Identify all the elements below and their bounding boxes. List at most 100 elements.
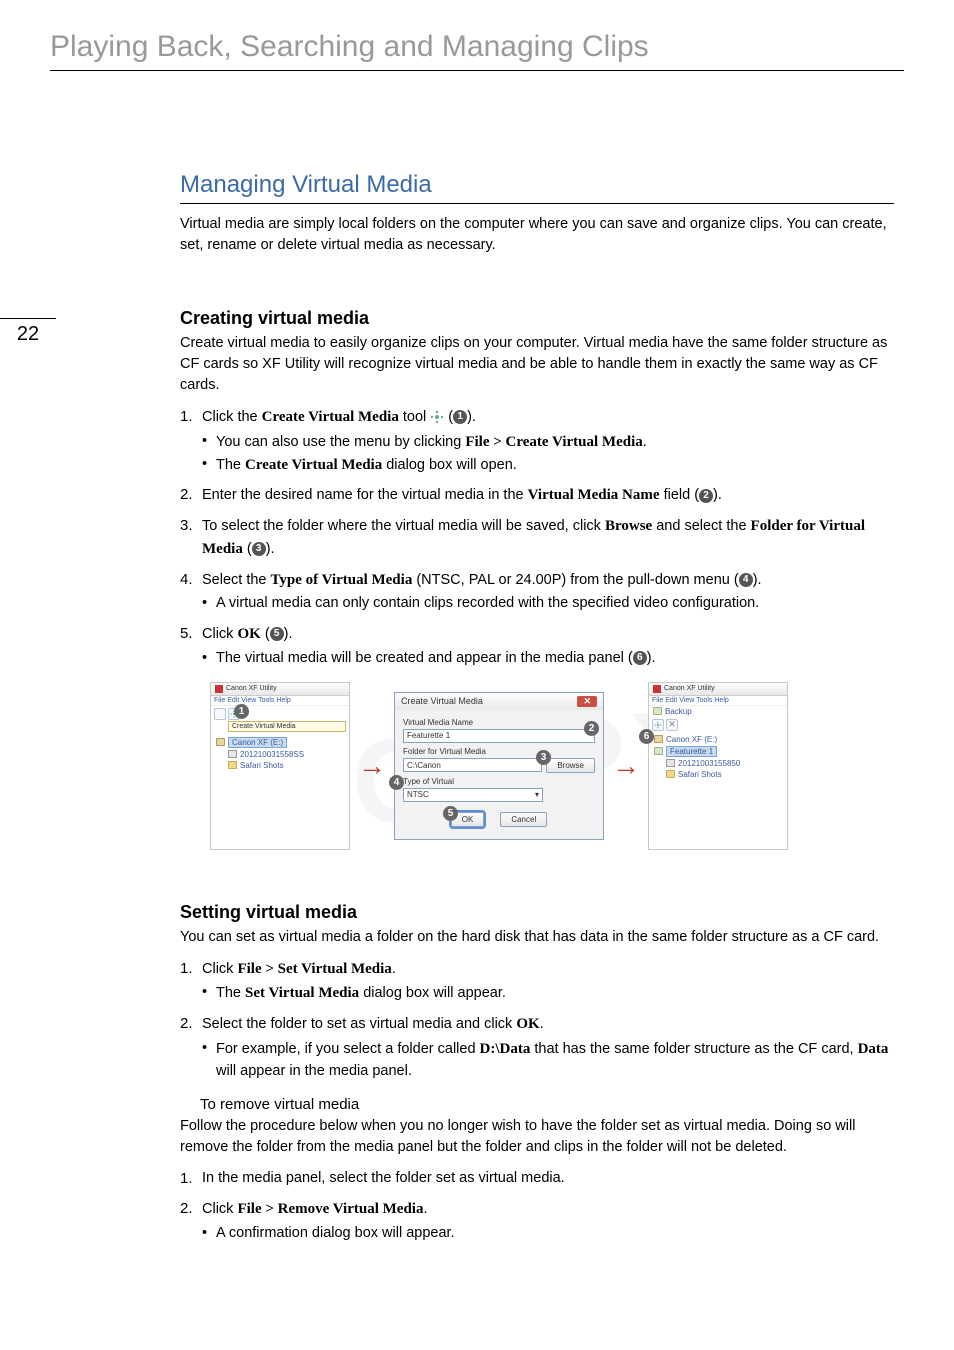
bullet-text: A virtual media can only contain clips r…	[202, 593, 894, 615]
callout-2: 2	[699, 489, 713, 503]
bullet-bold: Create Virtual Media	[245, 457, 382, 473]
figure-callout-2: 2	[584, 721, 599, 736]
card-icon	[666, 759, 675, 767]
step-text: ).	[284, 626, 293, 642]
step-text: Click	[202, 626, 237, 642]
section-intro: Virtual media are simply local folders o…	[180, 214, 894, 256]
step-text: Click	[202, 1201, 237, 1217]
browse-button[interactable]: Browse	[546, 758, 595, 773]
step-number: 3.	[180, 515, 193, 538]
chevron-down-icon: ▾	[535, 790, 539, 799]
vm-name-input[interactable]: Featurette 1	[403, 729, 595, 743]
bullet-text: dialog box will open.	[382, 457, 517, 473]
bullet-bold: D:\Data	[480, 1041, 531, 1057]
vm-name-label: Virtual Media Name	[403, 718, 595, 727]
folder-icon	[228, 761, 237, 769]
section-title: Managing Virtual Media	[180, 171, 894, 199]
remove-intro: Follow the procedure below when you no l…	[180, 1116, 894, 1158]
step-text: Click	[202, 961, 237, 977]
step-text: field (	[660, 487, 700, 503]
setting-intro: You can set as virtual media a folder on…	[180, 927, 894, 948]
title-rule	[50, 70, 904, 71]
bullet-text: that has the same folder structure as th…	[530, 1041, 857, 1057]
bullet-text: The	[216, 985, 245, 1001]
tree-selected[interactable]: Canon XF (E:)	[228, 737, 287, 748]
creating-steps: 1. Click the Create Virtual Media tool (…	[180, 406, 894, 670]
step-text: .	[423, 1201, 427, 1217]
bullet-text: You can also use the menu by clicking	[216, 434, 465, 450]
callout-3: 3	[252, 542, 266, 556]
step-text: ).	[266, 541, 275, 557]
step-text: (	[243, 541, 252, 557]
vm-folder-label: Folder for Virtual Media	[403, 747, 595, 756]
step-text: Select the folder to set as virtual medi…	[202, 1016, 516, 1032]
step-bold: OK	[516, 1016, 539, 1032]
arrow-icon: →	[612, 752, 640, 780]
tool-button[interactable]	[652, 719, 664, 731]
drive-icon	[654, 735, 663, 743]
step-number: 2.	[180, 1013, 193, 1036]
step-bold: Type of Virtual Media	[271, 572, 413, 588]
step-bold: OK	[237, 626, 260, 642]
tree-item[interactable]: 20121003155850	[678, 759, 740, 768]
figure-callout-1: 1	[234, 704, 249, 719]
callout-6: 6	[633, 651, 647, 665]
step-text: Click the	[202, 409, 262, 425]
bullet-bold: File > Create Virtual Media	[465, 434, 642, 450]
callout-5: 5	[270, 627, 284, 641]
vm-type-label: Type of Virtual	[403, 777, 454, 786]
figure-callout-4: 4	[389, 775, 404, 790]
vm-icon	[654, 747, 663, 755]
bullet-text: .	[643, 434, 647, 450]
callout-1: 1	[453, 410, 467, 424]
tree-item[interactable]: Safari Shots	[678, 770, 722, 779]
figure-callout-5: 5	[443, 806, 458, 821]
tree-item[interactable]: Canon XF (E:)	[666, 735, 717, 744]
step-text: Enter the desired name for the virtual m…	[202, 487, 528, 503]
vm-folder-input[interactable]: C:\Canon	[403, 758, 542, 772]
callout-4: 4	[739, 573, 753, 587]
step-number: 1.	[180, 1168, 193, 1191]
tool-button[interactable]: ✕	[666, 719, 678, 731]
tool-button[interactable]	[214, 708, 226, 720]
arrow-icon: →	[358, 752, 386, 780]
card-icon	[228, 750, 237, 758]
step-number: 2.	[180, 484, 193, 507]
cancel-button[interactable]: Cancel	[500, 812, 547, 827]
vm-type-select[interactable]: NTSC▾	[403, 788, 543, 802]
setting-title: Setting virtual media	[180, 902, 894, 923]
step-text: .	[540, 1016, 544, 1032]
close-button[interactable]: ✕	[577, 696, 597, 707]
step-number: 1.	[180, 958, 193, 981]
backup-icon	[653, 707, 662, 715]
drive-icon	[216, 738, 225, 746]
step-bold: File > Set Virtual Media	[237, 961, 391, 977]
window-title: Canon XF Utility	[649, 683, 787, 696]
menu-bar: File Edit View Tools Help	[649, 696, 787, 706]
figure: Canon XF Utility File Edit View Tools He…	[210, 682, 894, 850]
bullet-text: The virtual media will be created and ap…	[216, 650, 633, 666]
creating-title: Creating virtual media	[180, 308, 894, 329]
bullet-bold: Set Virtual Media	[245, 985, 359, 1001]
bullet-text: dialog box will appear.	[359, 985, 506, 1001]
backup-item[interactable]: Backup	[665, 707, 692, 716]
step-bold: Virtual Media Name	[528, 487, 660, 503]
step-number: 1.	[180, 406, 193, 429]
step-text: To select the folder where the virtual m…	[202, 518, 605, 534]
remove-steps: 1. In the media panel, select the folder…	[180, 1168, 894, 1244]
create-vm-tool-icon	[430, 410, 444, 424]
remove-title: To remove virtual media	[200, 1096, 894, 1113]
step-bold: Create Virtual Media	[262, 409, 399, 425]
step-number: 4.	[180, 569, 193, 592]
step-text: ).	[467, 409, 476, 425]
step-number: 5.	[180, 623, 193, 646]
section-rule	[180, 203, 894, 204]
figure-callout-3: 3	[536, 750, 551, 765]
tree-item[interactable]: Safari Shots	[240, 761, 284, 770]
page-number: 22	[0, 318, 56, 346]
step-text: ).	[713, 487, 722, 503]
dialog-title: Create Virtual Media	[401, 696, 483, 706]
step-text: ).	[753, 572, 762, 588]
tree-selected[interactable]: Featurette 1	[666, 746, 717, 757]
tree-item[interactable]: 201210031558SS	[240, 750, 304, 759]
